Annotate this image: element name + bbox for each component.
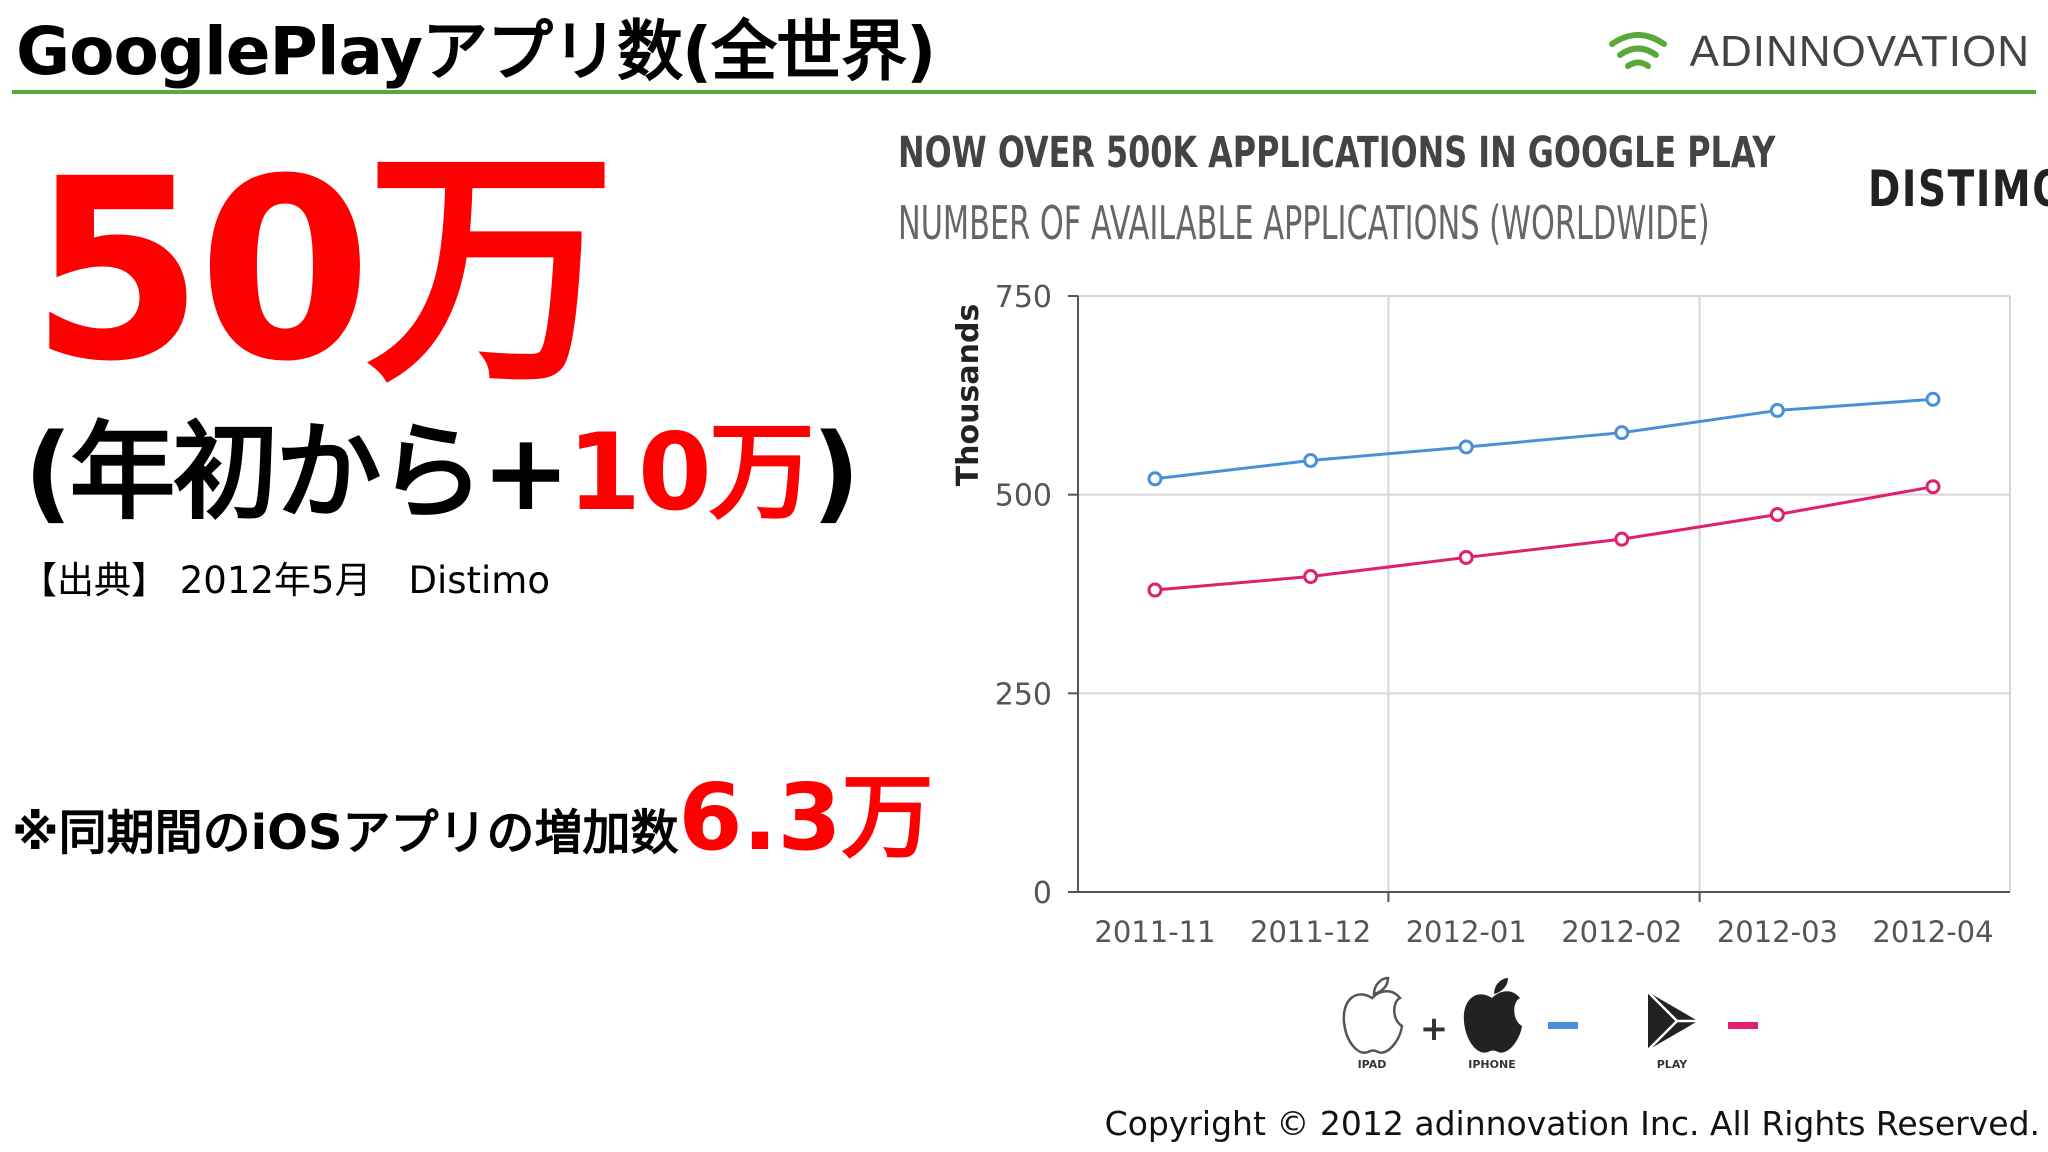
legend-plus: + <box>1420 1009 1449 1049</box>
ios-note: ※同期間のiOSアプリの増加数6.3万 <box>12 768 933 883</box>
series-line-0 <box>1154 397 1934 481</box>
data-point <box>1769 402 1785 418</box>
page-title: GooglePlayアプリ数(全世界) <box>16 13 936 90</box>
data-point <box>1458 439 1474 455</box>
source-citation: 【出典】 2012年5月 Distimo <box>20 559 550 602</box>
title-rule <box>12 90 2036 94</box>
data-point <box>1614 425 1630 441</box>
chart-subtitle: NUMBER OF AVAILABLE APPLICATIONS (WORLDW… <box>898 196 1710 250</box>
legend-label-iphone: IPHONE <box>1468 1058 1515 1071</box>
chart-source-brand: DISTIMO <box>1868 160 2048 218</box>
ios-note-highlight: 6.3万 <box>678 764 934 871</box>
data-point <box>1147 471 1163 487</box>
growth-line: (年初から+10万) <box>24 408 860 538</box>
x-tick-label: 2011-12 <box>1250 915 1371 949</box>
data-point <box>1614 531 1630 547</box>
legend-swatch-play <box>1728 1022 1758 1029</box>
growth-prefix: (年初から+ <box>24 411 570 534</box>
legend-label-ipad: IPAD <box>1358 1058 1387 1071</box>
brand-name: ADINNOVATION <box>1689 27 2030 76</box>
data-point <box>1458 549 1474 565</box>
big-number: 50万 <box>30 125 616 416</box>
data-point <box>1303 452 1319 468</box>
data-point <box>1147 582 1163 598</box>
y-tick-label: 250 <box>995 677 1052 712</box>
copyright-notice: Copyright © 2012 adinnovation Inc. All R… <box>1104 1104 2040 1143</box>
google-play-icon <box>1647 991 1698 1051</box>
y-axis-title: Thousands <box>951 304 986 487</box>
legend-label-play: PLAY <box>1657 1058 1689 1071</box>
brand-logo: ADINNOVATION <box>1608 22 2030 82</box>
x-tick-label: 2012-04 <box>1872 915 1993 949</box>
growth-suffix: ) <box>811 411 860 534</box>
x-tick-label: 2012-01 <box>1406 915 1527 949</box>
y-tick-label: 750 <box>995 280 1052 315</box>
chart-title: NOW OVER 500K APPLICATIONS IN GOOGLE PLA… <box>898 128 1776 178</box>
apple-outline-icon <box>1342 976 1404 1054</box>
wifi-signal-icon <box>1608 32 1667 69</box>
x-tick-label: 2012-03 <box>1717 915 1838 949</box>
y-tick-label: 500 <box>995 479 1052 514</box>
growth-highlight: 10万 <box>567 411 815 534</box>
ios-note-prefix: ※同期間のiOSアプリの増加数 <box>12 805 679 861</box>
data-point <box>1303 569 1319 585</box>
apple-solid-icon <box>1463 978 1522 1053</box>
data-point <box>1925 391 1941 407</box>
series-line-1 <box>1154 485 1934 592</box>
x-tick-label: 2012-02 <box>1561 915 1682 949</box>
y-tick-label: 0 <box>1033 876 1052 911</box>
data-point <box>1925 479 1941 495</box>
legend-swatch-ios <box>1548 1022 1578 1029</box>
x-tick-label: 2011-11 <box>1094 915 1215 949</box>
data-point <box>1769 507 1785 523</box>
